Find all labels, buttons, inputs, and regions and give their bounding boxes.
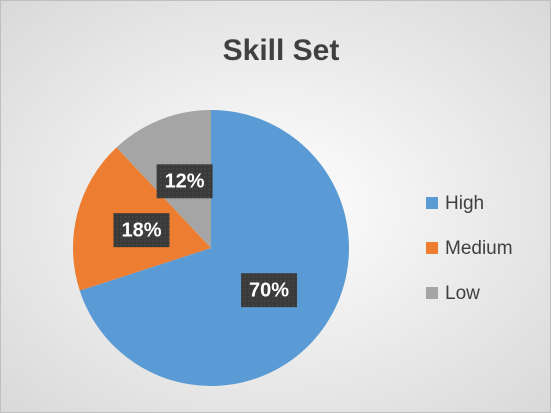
data-label: 12% bbox=[165, 171, 205, 193]
data-label: 18% bbox=[121, 219, 161, 241]
legend-swatch bbox=[426, 287, 438, 299]
data-label: 70% bbox=[249, 279, 289, 301]
legend-label: Medium bbox=[445, 238, 513, 259]
pie-slice bbox=[79, 110, 349, 386]
data-label-box bbox=[241, 273, 298, 308]
legend: High Medium Low bbox=[426, 193, 513, 304]
data-labels: 70% 18% 12% bbox=[113, 164, 298, 308]
data-label-box bbox=[156, 164, 213, 199]
legend-label: High bbox=[445, 193, 484, 214]
legend-swatch bbox=[426, 242, 438, 254]
legend-swatch bbox=[426, 197, 438, 209]
data-label-box bbox=[113, 213, 170, 248]
pie bbox=[73, 110, 349, 386]
legend-label: Low bbox=[445, 283, 480, 304]
chart-title: Skill Set bbox=[223, 34, 340, 67]
